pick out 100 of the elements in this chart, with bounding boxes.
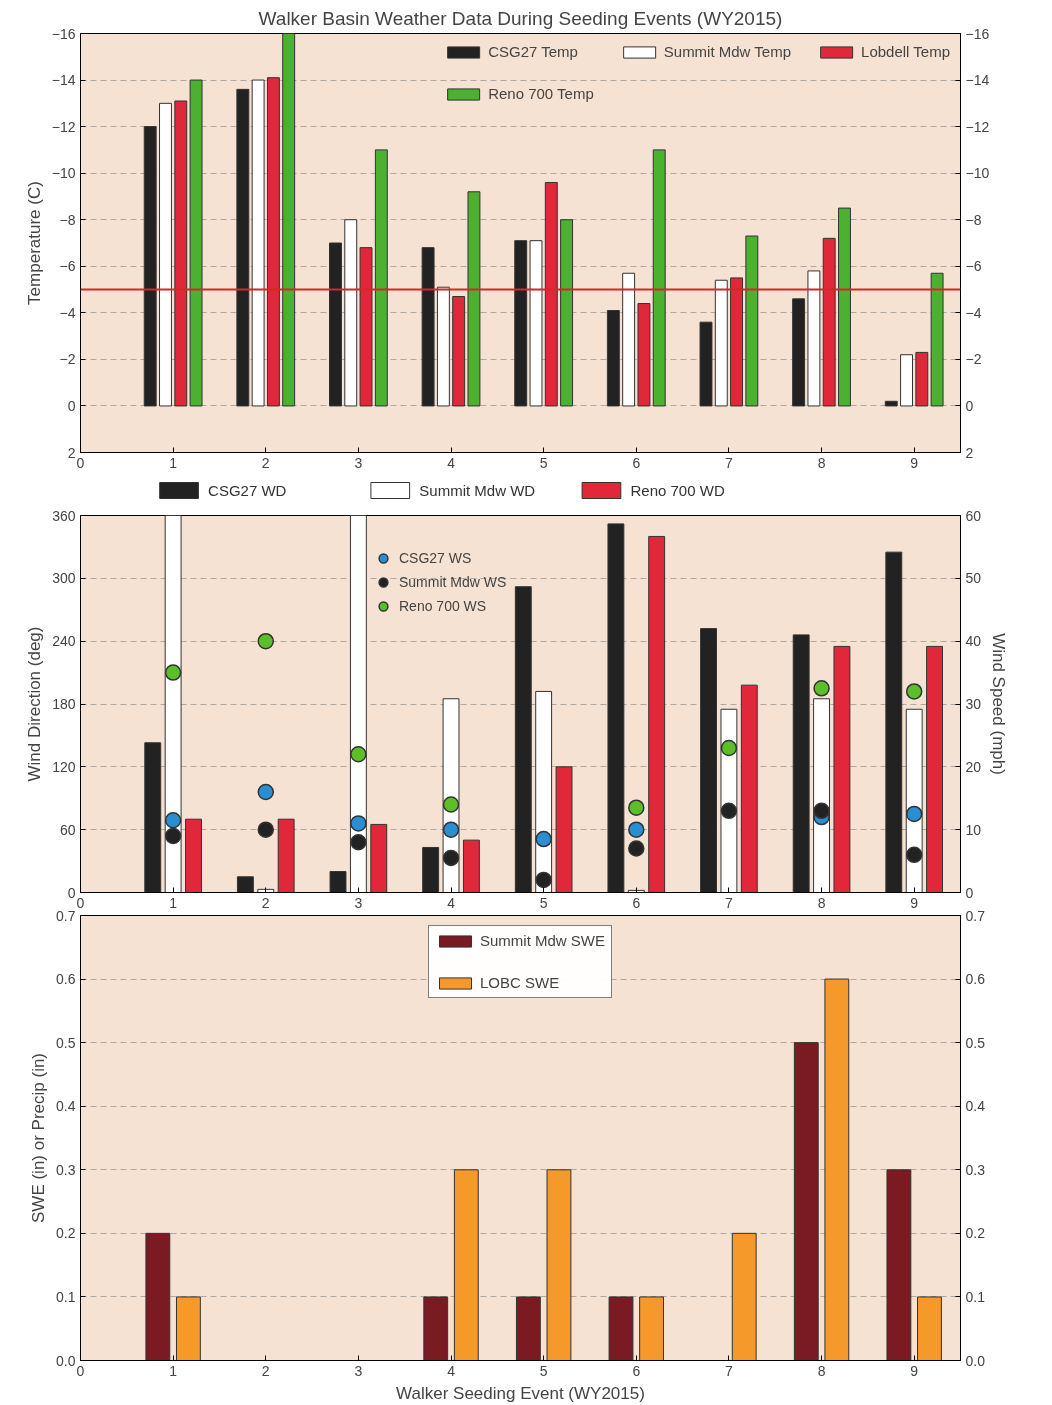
point — [350, 834, 367, 851]
bar — [731, 1232, 757, 1361]
x-tick-label: 4 — [447, 1362, 456, 1379]
x-tick-label: 9 — [910, 1362, 919, 1379]
y-axis-title: SWE (in) or Precip (in) — [29, 1052, 49, 1224]
point — [350, 815, 367, 832]
y2-tick-label: 0.0 — [965, 1352, 986, 1369]
y2-axis-title: Wind Speed (mph) — [989, 633, 1009, 775]
point — [628, 840, 645, 857]
y-tick-label: −12 — [51, 118, 76, 135]
bar — [175, 1296, 201, 1361]
y2-tick-label: 0.6 — [965, 971, 986, 988]
x-tick-label: 5 — [539, 1362, 548, 1379]
bar — [824, 978, 850, 1361]
y2-tick-label: −10 — [965, 165, 990, 182]
point — [628, 821, 645, 838]
y-tick-label: −16 — [51, 25, 76, 42]
y-tick-label: −4 — [59, 304, 76, 321]
x-tick-label: 9 — [910, 454, 919, 471]
x-tick-label: 3 — [354, 1362, 363, 1379]
point — [257, 632, 275, 650]
y-axis-title: Temperature (C) — [24, 181, 44, 305]
bar — [515, 1296, 541, 1361]
y-tick-label: 180 — [52, 696, 76, 712]
y-tick-label: 120 — [52, 758, 76, 775]
bar — [236, 876, 254, 893]
y-tick-label: 300 — [52, 570, 76, 587]
x-tick-label: 1 — [169, 454, 178, 471]
y-tick-label: 60 — [59, 821, 76, 838]
bar — [792, 634, 810, 893]
x-tick-label: 6 — [632, 1362, 641, 1379]
y2-tick-label: −8 — [965, 211, 982, 228]
legend-label: LOBC SWE — [479, 974, 560, 991]
y2-tick-label: −14 — [965, 72, 990, 89]
x-tick-label: 5 — [539, 454, 548, 471]
x-tick-label: 8 — [817, 1362, 826, 1379]
x-tick-label: 3 — [354, 454, 363, 471]
y-tick-label: 0.1 — [56, 1288, 76, 1305]
y2-tick-label: −12 — [965, 118, 990, 135]
bar — [185, 818, 202, 893]
legend-label: CSG27 Temp — [488, 43, 578, 60]
x-tick-label: 8 — [817, 454, 826, 471]
y-tick-label: 0.0 — [56, 1352, 76, 1369]
x-tick-label: 7 — [725, 454, 734, 471]
x-tick-label: 7 — [725, 1362, 734, 1379]
bar — [833, 645, 851, 893]
y2-tick-label: 0.1 — [965, 1288, 986, 1305]
y-tick-label: 0.2 — [56, 1225, 76, 1242]
point — [535, 830, 552, 848]
point — [257, 783, 275, 801]
y2-tick-label: 0.3 — [965, 1161, 986, 1178]
y2-tick-label: 60 — [965, 507, 982, 524]
y2-tick-label: −16 — [965, 25, 990, 42]
bar — [885, 551, 903, 893]
x-tick-label: 5 — [539, 894, 548, 911]
point — [628, 799, 645, 816]
bar — [886, 1169, 912, 1361]
y-tick-label: 0.4 — [56, 1098, 76, 1115]
point — [720, 802, 738, 820]
bar — [453, 1169, 479, 1361]
bar — [370, 823, 388, 893]
y2-tick-label: −6 — [965, 258, 982, 275]
y-tick-label: 0.6 — [56, 971, 76, 988]
point — [164, 664, 182, 681]
bar — [546, 1169, 572, 1361]
bar — [145, 1232, 171, 1361]
legend-label: Reno 700 Temp — [488, 85, 594, 102]
x-tick-label: 6 — [632, 894, 641, 911]
bar — [555, 766, 573, 893]
x-tick-label: 2 — [261, 1362, 270, 1379]
bar — [462, 839, 480, 893]
point — [905, 683, 923, 700]
y-axis-title: Wind Direction (deg) — [25, 626, 45, 782]
bar — [422, 846, 440, 893]
bar — [423, 1296, 449, 1361]
point — [350, 746, 367, 763]
bar — [277, 818, 295, 893]
x-tick-label: 2 — [261, 454, 270, 471]
y-tick-label: −10 — [51, 165, 76, 182]
y2-tick-label: −2 — [965, 351, 982, 368]
chart-title: Walker Basin Weather Data During Seeding Events (WY2015) — [258, 7, 783, 29]
y2-tick-label: 0.4 — [965, 1098, 986, 1115]
y2-tick-label: 0 — [965, 397, 974, 414]
x-tick-label: 2 — [261, 894, 270, 911]
y-tick-label: −2 — [59, 351, 76, 368]
x-axis-title: Walker Seeding Event (WY2015) — [396, 1383, 645, 1403]
legend-label: Summit Mdw SWE — [479, 932, 606, 949]
point — [813, 802, 830, 820]
point — [442, 849, 460, 867]
point — [535, 871, 552, 889]
x-tick-label: 3 — [354, 894, 363, 911]
legend-label: Summit Mdw WD — [419, 482, 536, 499]
y-tick-label: 0.3 — [56, 1161, 76, 1178]
y-tick-label: 240 — [52, 633, 76, 650]
x-tick-label: 1 — [169, 894, 178, 911]
y-tick-label: 0.7 — [56, 907, 76, 924]
legend-label: Reno 700 WS — [399, 598, 487, 614]
legend-label: Summit Mdw WS — [399, 574, 507, 590]
y2-tick-label: 30 — [965, 696, 982, 712]
y2-tick-label: 50 — [965, 570, 982, 587]
